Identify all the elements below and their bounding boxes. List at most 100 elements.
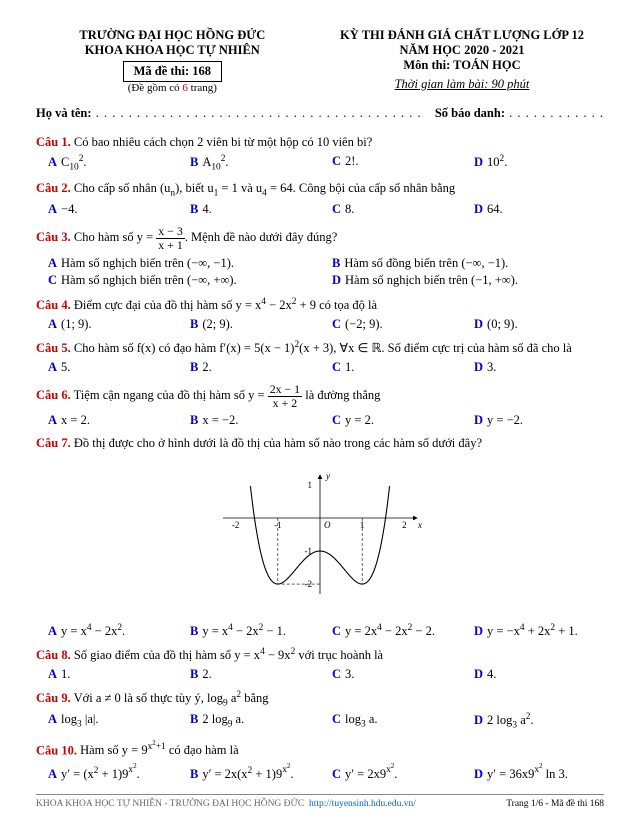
option-letter: D bbox=[474, 624, 483, 638]
option: Ay′ = (x2 + 1)9x2. bbox=[36, 762, 178, 781]
exam-year: NĂM HỌC 2020 - 2021 bbox=[320, 43, 604, 58]
question: Câu 6. Tiệm cận ngang của đồ thị hàm số … bbox=[36, 383, 604, 409]
option-letter: A bbox=[48, 624, 57, 638]
graph-container: -2-112-2-11 x y O bbox=[36, 457, 604, 616]
option-letter: C bbox=[332, 667, 341, 681]
option-text: 2. bbox=[202, 667, 211, 681]
option: Cy′ = 2x9x2. bbox=[320, 762, 462, 781]
option: D 64. bbox=[462, 202, 604, 217]
option: D2 log3 a2. bbox=[462, 712, 604, 731]
option-letter: C bbox=[332, 360, 341, 374]
question-text: Tiệm cận ngang của đồ thị hàm số y = 2x … bbox=[71, 388, 381, 402]
svg-text:O: O bbox=[324, 520, 331, 530]
question-number: Câu 9. bbox=[36, 691, 71, 705]
exam-time: Thời gian làm bài: 90 phút bbox=[320, 77, 604, 92]
option-letter: B bbox=[190, 155, 198, 169]
option: C 3. bbox=[320, 667, 462, 682]
option-text: log3 a. bbox=[345, 712, 377, 726]
option-text: y = x4 − 2x2. bbox=[61, 624, 125, 638]
option-text: 64. bbox=[487, 202, 503, 216]
question-text: Cho cấp số nhân (un), biết u1 = 1 và u4 … bbox=[71, 181, 455, 195]
option-letter: C bbox=[332, 767, 341, 781]
option-text: Hàm số nghịch biến trên (−∞, −1). bbox=[61, 256, 234, 270]
option-letter: B bbox=[190, 767, 198, 781]
question: Câu 7. Đồ thị được cho ở hình dưới là đồ… bbox=[36, 436, 604, 451]
option-text: C102. bbox=[61, 155, 87, 169]
svg-text:1: 1 bbox=[308, 480, 313, 490]
school-name-1: TRƯỜNG ĐẠI HỌC HỒNG ĐỨC bbox=[36, 28, 309, 43]
options-row: AC102.BA102.C2!.D102. bbox=[36, 154, 604, 173]
question-number: Câu 4. bbox=[36, 298, 71, 312]
option-letter: C bbox=[332, 624, 341, 638]
svg-text:2: 2 bbox=[402, 520, 407, 530]
option-letter: A bbox=[48, 767, 57, 781]
option: Dy = −x4 + 2x2 + 1. bbox=[462, 622, 604, 638]
options-row: A5.B2.C1.D3. bbox=[36, 360, 604, 375]
option-letter: D bbox=[474, 767, 483, 781]
option: By = x4 − 2x2 − 1. bbox=[178, 622, 320, 638]
option: B2. bbox=[178, 667, 320, 682]
option-letter: D bbox=[474, 360, 483, 374]
svg-text:-2: -2 bbox=[232, 520, 240, 530]
question-number: Câu 5. bbox=[36, 341, 71, 355]
option-text: log3 |a|. bbox=[61, 712, 98, 726]
option: Alog3 |a|. bbox=[36, 712, 178, 731]
footer-url[interactable]: http://tuyensinh.hdu.edu.vn/ bbox=[309, 799, 416, 809]
question-text: Số giao điểm của đồ thị hàm số y = x4 − … bbox=[71, 648, 383, 662]
option-text: (1; 9). bbox=[61, 317, 92, 331]
svg-text:y: y bbox=[325, 471, 330, 481]
option: B4. bbox=[178, 202, 320, 217]
option-text: 8. bbox=[345, 202, 354, 216]
option-text: x = 2. bbox=[61, 413, 90, 427]
option-letter: D bbox=[474, 317, 483, 331]
sbd-text: Số báo danh: bbox=[435, 106, 505, 120]
question: Câu 9. Với a ≠ 0 là số thực tùy ý, log9 … bbox=[36, 690, 604, 709]
option: By′ = 2x(x2 + 1)9x2. bbox=[178, 762, 320, 781]
option: AC102. bbox=[36, 154, 178, 173]
option: D3. bbox=[462, 360, 604, 375]
fullname-label: Họ và tên: . . . . . . . . . . . . . . .… bbox=[36, 106, 422, 121]
option-text: 1. bbox=[61, 667, 70, 681]
options-grid: AHàm số nghịch biến trên (−∞, −1).BHàm s… bbox=[36, 255, 604, 289]
question-text: Cho hàm số y = x − 3x + 1. Mệnh đề nào d… bbox=[71, 230, 338, 244]
option-letter: A bbox=[48, 360, 57, 374]
option-text: 3. bbox=[345, 667, 354, 681]
option-letter: A bbox=[48, 202, 57, 216]
options-row: A1.B2.C3.D4. bbox=[36, 667, 604, 682]
option: Clog3 a. bbox=[320, 712, 462, 731]
option: A5. bbox=[36, 360, 178, 375]
question: Câu 10. Hàm số y = 9x2+1 có đạo hàm là bbox=[36, 739, 604, 758]
option: B(2; 9). bbox=[178, 317, 320, 332]
option-letter: C bbox=[48, 273, 57, 287]
page-footer: KHOA KHOA HỌC TỰ NHIÊN - TRƯỜNG ĐẠI HỌC … bbox=[36, 794, 604, 809]
question-text: Với a ≠ 0 là số thực tùy ý, log9 a2 bằng bbox=[71, 691, 269, 705]
option-text: Hàm số đồng biến trên (−∞, −1). bbox=[344, 256, 508, 270]
option-text: 2 log3 a2. bbox=[487, 713, 534, 727]
option: D4. bbox=[462, 667, 604, 682]
option-text: 102. bbox=[487, 155, 507, 169]
option-text: (−2; 9). bbox=[345, 317, 383, 331]
option-letter: D bbox=[474, 202, 483, 216]
option-text: 4. bbox=[487, 667, 496, 681]
option-letter: B bbox=[190, 202, 198, 216]
option-text: y′ = 36x9x2 ln 3. bbox=[487, 767, 568, 781]
question-number: Câu 1. bbox=[36, 135, 71, 149]
option: BHàm số đồng biến trên (−∞, −1). bbox=[320, 255, 604, 272]
option-text: x = −2. bbox=[202, 413, 238, 427]
question: Câu 8. Số giao điểm của đồ thị hàm số y … bbox=[36, 647, 604, 663]
option: B2 log9 a. bbox=[178, 712, 320, 731]
option-letter: C bbox=[332, 317, 341, 331]
option-letter: A bbox=[48, 317, 57, 331]
function-graph: -2-112-2-11 x y O bbox=[205, 457, 435, 612]
option-letter: C bbox=[332, 413, 341, 427]
question-text: Đồ thị được cho ở hình dưới là đồ thị củ… bbox=[71, 436, 482, 450]
option-text: y = 2x4 − 2x2 − 2. bbox=[345, 624, 435, 638]
question-number: Câu 10. bbox=[36, 743, 77, 757]
question-text: Hàm số y = 9x2+1 có đạo hàm là bbox=[77, 743, 239, 757]
fullname-text: Họ và tên: bbox=[36, 106, 92, 120]
option: DHàm số nghịch biến trên (−1, +∞). bbox=[320, 272, 604, 289]
option-letter: B bbox=[190, 413, 198, 427]
name-row: Họ và tên: . . . . . . . . . . . . . . .… bbox=[36, 106, 604, 121]
options-row: Ay′ = (x2 + 1)9x2.By′ = 2x(x2 + 1)9x2.Cy… bbox=[36, 762, 604, 781]
question-number: Câu 2. bbox=[36, 181, 71, 195]
